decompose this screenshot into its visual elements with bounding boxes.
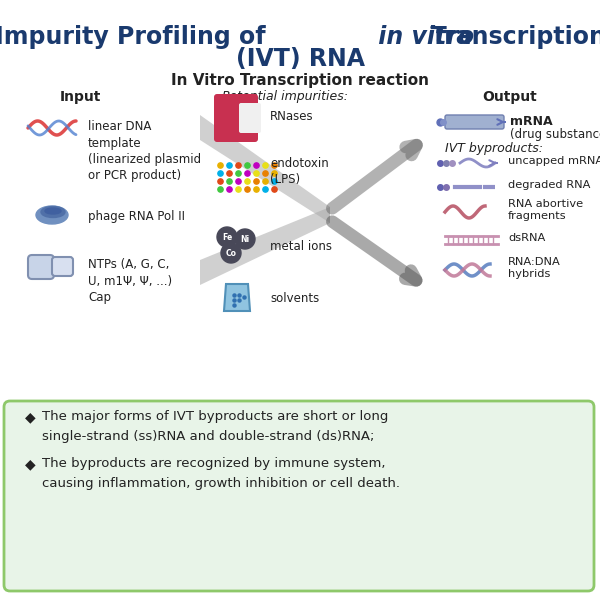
Text: RNases: RNases	[270, 110, 314, 123]
FancyBboxPatch shape	[4, 401, 594, 591]
Text: linear DNA
template
(linearized plasmid
or PCR product): linear DNA template (linearized plasmid …	[88, 120, 201, 182]
Text: solvents: solvents	[270, 292, 319, 305]
Text: Ni: Ni	[241, 235, 250, 244]
Text: RNA:DNA
hybrids: RNA:DNA hybrids	[508, 257, 561, 279]
FancyBboxPatch shape	[52, 257, 73, 276]
Text: Output: Output	[482, 90, 538, 104]
Text: uncapped mRNA: uncapped mRNA	[508, 156, 600, 166]
FancyArrowPatch shape	[332, 145, 416, 208]
Text: The byproducts are recognized by immune system,
causing inflammation, growth inh: The byproducts are recognized by immune …	[42, 457, 400, 490]
Text: dsRNA: dsRNA	[508, 233, 545, 243]
Polygon shape	[224, 284, 250, 311]
Text: Co: Co	[226, 248, 236, 257]
FancyBboxPatch shape	[239, 103, 261, 133]
Text: NTPs (A, G, C,
U, m1Ψ, Ψ, ...)
Cap: NTPs (A, G, C, U, m1Ψ, Ψ, ...) Cap	[88, 258, 172, 304]
Text: endotoxin
(LPS): endotoxin (LPS)	[270, 157, 329, 187]
Polygon shape	[200, 207, 330, 285]
FancyBboxPatch shape	[445, 115, 504, 129]
Text: Impurity Profiling of                    Transcription: Impurity Profiling of Transcription	[0, 25, 600, 49]
FancyBboxPatch shape	[214, 94, 258, 142]
Text: ◆: ◆	[25, 410, 35, 424]
Ellipse shape	[45, 208, 61, 214]
Text: In Vitro Transcription reaction: In Vitro Transcription reaction	[171, 73, 429, 88]
Ellipse shape	[36, 206, 68, 224]
Circle shape	[217, 227, 237, 247]
Ellipse shape	[41, 206, 65, 217]
Text: ◆: ◆	[25, 457, 35, 471]
Text: (drug substance): (drug substance)	[510, 128, 600, 141]
FancyArrowPatch shape	[332, 221, 416, 280]
Text: Input: Input	[59, 90, 101, 104]
Text: (IVT) RNA: (IVT) RNA	[235, 47, 365, 71]
Text: metal ions: metal ions	[270, 240, 332, 253]
Text: mRNA: mRNA	[510, 115, 553, 128]
Text: IVT byproducts:: IVT byproducts:	[445, 142, 543, 155]
Text: Fe: Fe	[222, 232, 232, 241]
Text: The major forms of IVT byproducts are short or long
single-strand (ss)RNA and do: The major forms of IVT byproducts are sh…	[42, 410, 388, 443]
Text: in vitro: in vitro	[126, 25, 474, 49]
FancyBboxPatch shape	[28, 255, 54, 279]
Text: phage RNA Pol II: phage RNA Pol II	[88, 210, 185, 223]
Text: Potential impurities:: Potential impurities:	[222, 90, 348, 103]
Text: DOI: 10.3389/fmolb.2024.1426129.: DOI: 10.3389/fmolb.2024.1426129.	[196, 569, 404, 582]
Text: degraded RNA: degraded RNA	[508, 180, 590, 190]
Circle shape	[235, 229, 255, 249]
Polygon shape	[200, 115, 330, 223]
Text: RNA abortive
fragments: RNA abortive fragments	[508, 199, 583, 221]
Circle shape	[221, 243, 241, 263]
